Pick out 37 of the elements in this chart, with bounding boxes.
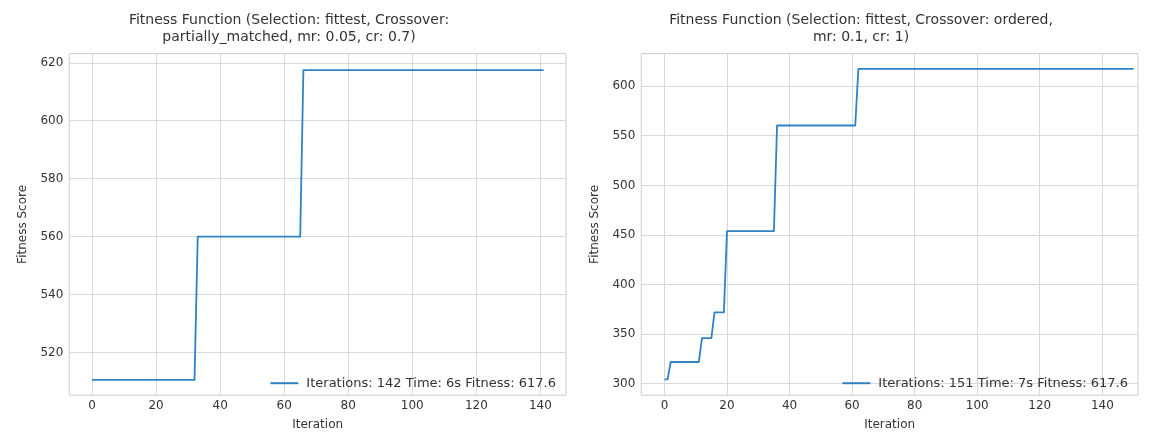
chart-title: Fitness Function (Selection: fittest, Crossover: ordered, mr: 0.1, cr: 1) (669, 11, 1053, 44)
x-tick-label: 140 (1090, 397, 1114, 412)
y-tick-label: 520 (40, 344, 64, 359)
y-tick-label: 300 (612, 375, 636, 390)
x-tick-label: 100 (400, 397, 424, 412)
x-tick-label: 140 (528, 397, 552, 412)
x-tick-label: 20 (148, 397, 164, 412)
y-tick-label: 560 (40, 228, 64, 243)
x-tick-label: 40 (212, 397, 228, 412)
x-axis-title: Iteration (292, 416, 344, 431)
x-tick-label: 80 (340, 397, 356, 412)
y-tick-label: 350 (612, 326, 636, 341)
legend-label: Iterations: 151 Time: 7s Fitness: 617.6 (878, 374, 1129, 390)
x-tick-label: 60 (276, 397, 292, 412)
y-tick-label: 550 (612, 128, 636, 143)
x-tick-label: 80 (907, 397, 923, 412)
x-tick-label: 40 (781, 397, 798, 412)
x-tick-label: 120 (464, 397, 488, 412)
y-tick-label: 450 (612, 227, 636, 242)
chart-title: Fitness Function (Selection: fittest, Crossover: partially_matched, mr: 0.05, cr: 0.7) (128, 11, 450, 44)
y-axis-title: Fitness Score (15, 184, 30, 264)
x-axis-title: Iteration (864, 416, 916, 431)
x-tick-label: 60 (844, 397, 860, 412)
y-tick-label: 600 (40, 113, 64, 128)
y-tick-label: 620 (40, 55, 64, 70)
y-axis-title: Fitness Score (587, 184, 602, 264)
x-tick-label: 0 (88, 397, 96, 412)
y-tick-label: 580 (40, 170, 64, 185)
x-tick-label: 100 (965, 397, 989, 412)
y-tick-label: 500 (612, 177, 636, 192)
y-tick-label: 600 (612, 78, 636, 93)
y-tick-label: 540 (40, 286, 64, 301)
x-tick-label: 20 (719, 397, 735, 412)
legend-label: Iterations: 142 Time: 6s Fitness: 617.6 (306, 374, 557, 390)
x-tick-label: 120 (1028, 397, 1052, 412)
x-tick-label: 0 (660, 397, 669, 412)
y-tick-label: 400 (612, 276, 636, 291)
